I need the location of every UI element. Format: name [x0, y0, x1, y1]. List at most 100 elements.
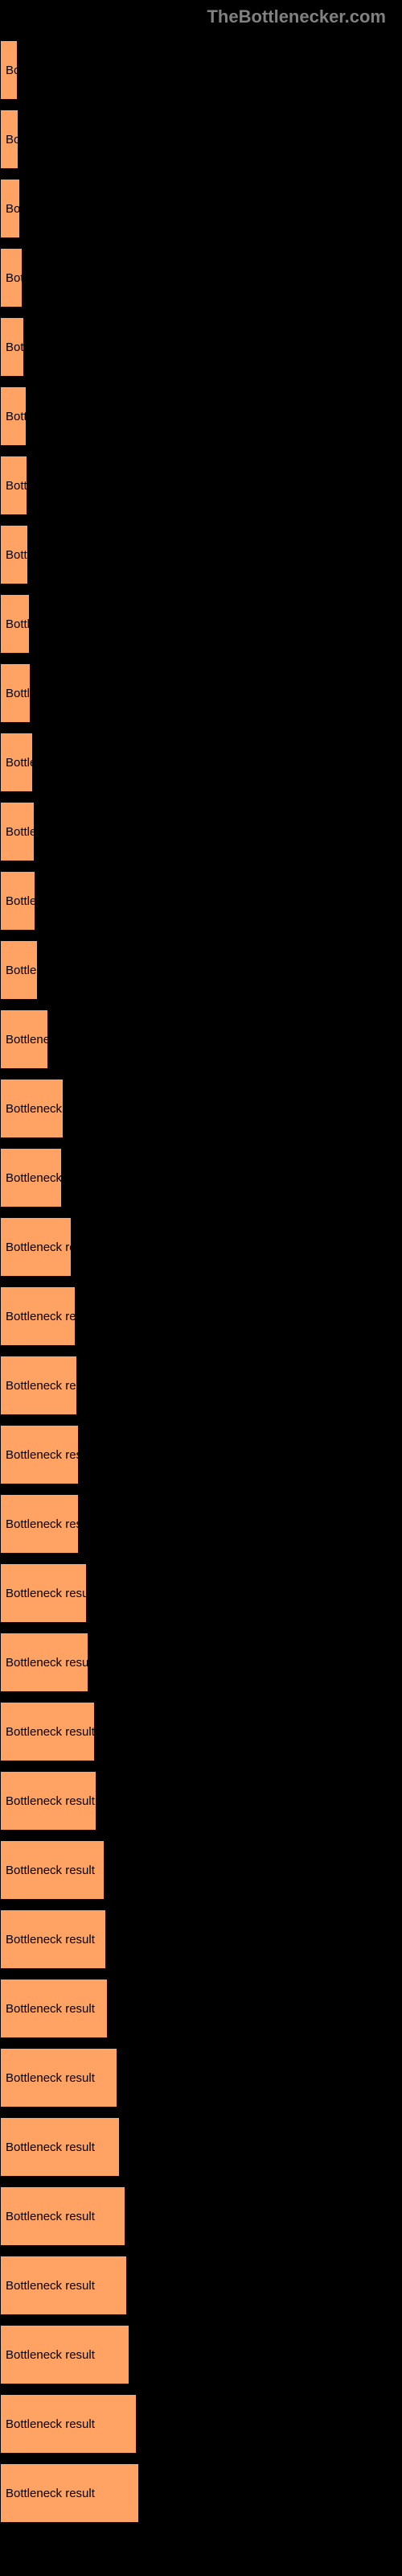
bar-chart: Bottleneck result Bottleneck result Bottle…: [0, 0, 402, 2549]
bar: Bottleneck result: [0, 1840, 105, 1900]
bar: Bottleneck result: [0, 248, 23, 308]
bar: Bottleneck result: [0, 1148, 62, 1208]
bar-row: Bottleneck result: [0, 1425, 386, 1484]
bar-row: Bottleneck result: [0, 40, 386, 100]
bar-label: Bottleneck result: [6, 1448, 79, 1462]
bar-row: Bottleneck result: [0, 2325, 386, 2384]
bar: Bottleneck result: [0, 2186, 125, 2246]
bar-label: Bottleneck result: [6, 1241, 72, 1254]
bar-label: Bottleneck result: [6, 133, 18, 147]
bar-label: Bottleneck result: [6, 1656, 88, 1670]
bar: Bottleneck result: [0, 386, 27, 446]
bar: Bottleneck result: [0, 1494, 79, 1554]
bar-row: Bottleneck result: [0, 1702, 386, 1761]
bar-label: Bottleneck result: [6, 1933, 95, 1946]
bar-row: Bottleneck result: [0, 663, 386, 723]
bar: Bottleneck result: [0, 1217, 72, 1277]
bar: Bottleneck result: [0, 109, 18, 169]
bar-label: Bottleneck result: [6, 1379, 77, 1393]
bar-label: Bottleneck result: [6, 1725, 95, 1739]
bar-label: Bottleneck result: [6, 202, 20, 216]
bar-label: Bottleneck result: [6, 687, 31, 700]
bar-label: Bottleneck result: [6, 1794, 95, 1808]
bar-label: Bottleneck result: [6, 479, 27, 493]
bar: Bottleneck result: [0, 871, 35, 931]
bar-label: Bottleneck result: [6, 1310, 76, 1323]
bar-row: Bottleneck result: [0, 1079, 386, 1138]
bar: Bottleneck result: [0, 2048, 117, 2107]
bar-label: Bottleneck result: [6, 2348, 95, 2362]
bar-label: Bottleneck result: [6, 2417, 95, 2431]
bar-row: Bottleneck result: [0, 802, 386, 861]
bar-label: Bottleneck result: [6, 1033, 48, 1046]
bar: Bottleneck result: [0, 594, 30, 654]
bar-row: Bottleneck result: [0, 1217, 386, 1277]
bar: Bottleneck result: [0, 1563, 87, 1623]
bar: Bottleneck result: [0, 1771, 96, 1831]
bar: Bottleneck result: [0, 802, 35, 861]
bar-label: Bottleneck result: [6, 2071, 95, 2085]
bar-row: Bottleneck result: [0, 1563, 386, 1623]
bar-row: Bottleneck result: [0, 1840, 386, 1900]
bar-row: Bottleneck result: [0, 594, 386, 654]
bar-row: Bottleneck result: [0, 109, 386, 169]
bar-row: Bottleneck result: [0, 179, 386, 238]
bar-row: Bottleneck result: [0, 1979, 386, 2038]
bar: Bottleneck result: [0, 1979, 108, 2038]
bar-row: Bottleneck result: [0, 871, 386, 931]
bar-row: Bottleneck result: [0, 456, 386, 515]
bar-row: Bottleneck result: [0, 940, 386, 1000]
bar-row: Bottleneck result: [0, 1009, 386, 1069]
bar-label: Bottleneck result: [6, 2210, 95, 2223]
bar-row: Bottleneck result: [0, 1909, 386, 1969]
bar-row: Bottleneck result: [0, 2186, 386, 2246]
watermark-text: TheBottlenecker.com: [207, 6, 386, 27]
bar-label: Bottleneck result: [6, 1517, 79, 1531]
bar: Bottleneck result: [0, 40, 18, 100]
bar: Bottleneck result: [0, 1079, 64, 1138]
bar-row: Bottleneck result: [0, 733, 386, 792]
bar-label: Bottleneck result: [6, 756, 33, 770]
bar: Bottleneck result: [0, 940, 38, 1000]
bar: Bottleneck result: [0, 1909, 106, 1969]
bar-label: Bottleneck result: [6, 271, 23, 285]
bar-label: Bottleneck result: [6, 1587, 87, 1600]
bar-row: Bottleneck result: [0, 525, 386, 584]
bar-label: Bottleneck result: [6, 2279, 95, 2293]
bar-row: Bottleneck result: [0, 2463, 386, 2523]
bar-label: Bottleneck result: [6, 964, 38, 977]
bar: Bottleneck result: [0, 2325, 129, 2384]
bar: Bottleneck result: [0, 2463, 139, 2523]
bar-label: Bottleneck result: [6, 410, 27, 423]
bar: Bottleneck result: [0, 1633, 88, 1692]
bar: Bottleneck result: [0, 1009, 48, 1069]
bar: Bottleneck result: [0, 525, 28, 584]
bar-row: Bottleneck result: [0, 317, 386, 377]
bar-row: Bottleneck result: [0, 1148, 386, 1208]
bar: Bottleneck result: [0, 2394, 137, 2454]
bar: Bottleneck result: [0, 179, 20, 238]
bar-label: Bottleneck result: [6, 64, 18, 77]
bar: Bottleneck result: [0, 2117, 120, 2177]
bar-row: Bottleneck result: [0, 2117, 386, 2177]
bar-row: Bottleneck result: [0, 248, 386, 308]
bar: Bottleneck result: [0, 2256, 127, 2315]
bar: Bottleneck result: [0, 1356, 77, 1415]
bar-row: Bottleneck result: [0, 1356, 386, 1415]
bar-label: Bottleneck result: [6, 2002, 95, 2016]
bar-label: Bottleneck result: [6, 1864, 95, 1877]
bar: Bottleneck result: [0, 1286, 76, 1346]
bar: Bottleneck result: [0, 1425, 79, 1484]
bar-label: Bottleneck result: [6, 1171, 62, 1185]
bar-label: Bottleneck result: [6, 894, 35, 908]
bar-row: Bottleneck result: [0, 1771, 386, 1831]
bar-label: Bottleneck result: [6, 341, 24, 354]
bar-row: Bottleneck result: [0, 1494, 386, 1554]
bar-label: Bottleneck result: [6, 2140, 95, 2154]
bar-label: Bottleneck result: [6, 617, 30, 631]
bar-row: Bottleneck result: [0, 2048, 386, 2107]
bar: Bottleneck result: [0, 317, 24, 377]
bar: Bottleneck result: [0, 663, 31, 723]
bar-row: Bottleneck result: [0, 1633, 386, 1692]
bar: Bottleneck result: [0, 456, 27, 515]
